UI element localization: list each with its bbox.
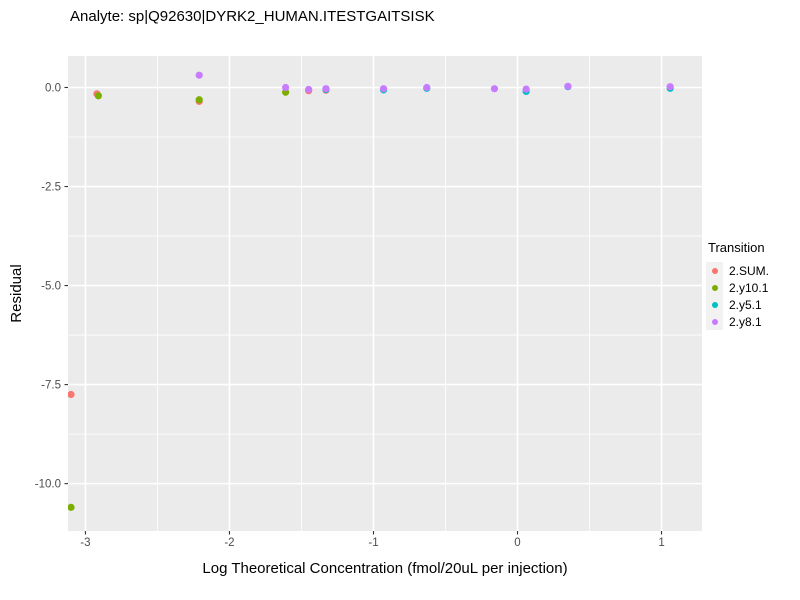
x-tick-label: 0	[514, 537, 520, 549]
data-point	[305, 85, 313, 94]
legend-point-icon	[711, 318, 718, 325]
y-tick-label: 0.0	[45, 82, 61, 94]
legend-label: 2.SUM.	[729, 263, 770, 278]
y-axis-title: Residual	[8, 264, 25, 323]
data-point	[522, 85, 530, 93]
data-point	[94, 92, 102, 100]
x-tick-label: -2	[224, 537, 234, 549]
data-point	[68, 503, 75, 511]
data-point	[490, 85, 499, 93]
data-point	[282, 83, 290, 92]
legend-entry: 2.y10.1	[706, 279, 798, 296]
legend-entries: 2.SUM. 2.y10.1 2.y5.1 2.y8.1	[706, 262, 798, 330]
data-point	[666, 83, 674, 91]
legend-point-icon	[711, 301, 718, 308]
y-tick-label: -10.0	[35, 479, 61, 491]
data-point	[564, 82, 572, 90]
legend-entry: 2.y5.1	[706, 296, 798, 313]
legend-label: 2.y10.1	[729, 280, 769, 295]
y-tick-label: -5.0	[41, 281, 61, 293]
legend: Transition 2.SUM. 2.y10.1 2.y5.1 2.y8.1	[706, 240, 798, 330]
x-tick-label: 1	[658, 537, 664, 549]
x-axis-title: Log Theoretical Concentration (fmol/20uL…	[202, 560, 568, 577]
legend-key	[706, 279, 723, 296]
x-tick-label: -1	[368, 537, 378, 549]
legend-entry: 2.SUM.	[706, 262, 798, 279]
data-point	[195, 71, 203, 79]
legend-entry: 2.y8.1	[706, 313, 798, 330]
data-point	[379, 85, 388, 93]
y-tick-label: -7.5	[41, 380, 61, 392]
plot-panel	[68, 56, 702, 531]
plot-title: Analyte: sp|Q92630|DYRK2_HUMAN.ITESTGAIT…	[70, 8, 435, 25]
data-point	[322, 85, 330, 93]
legend-label: 2.y8.1	[729, 314, 762, 329]
legend-key	[706, 313, 723, 330]
legend-point-icon	[711, 284, 718, 291]
data-point	[423, 83, 431, 92]
y-tick-label: -2.5	[41, 182, 61, 194]
legend-key	[706, 296, 723, 313]
legend-title: Transition	[708, 240, 765, 255]
data-point	[68, 390, 75, 399]
legend-label: 2.y5.1	[729, 297, 762, 312]
x-tick-label: -3	[80, 537, 90, 549]
legend-point-icon	[711, 267, 718, 274]
legend-key	[706, 262, 723, 279]
data-point	[195, 96, 203, 104]
data-points-layer	[68, 71, 674, 511]
